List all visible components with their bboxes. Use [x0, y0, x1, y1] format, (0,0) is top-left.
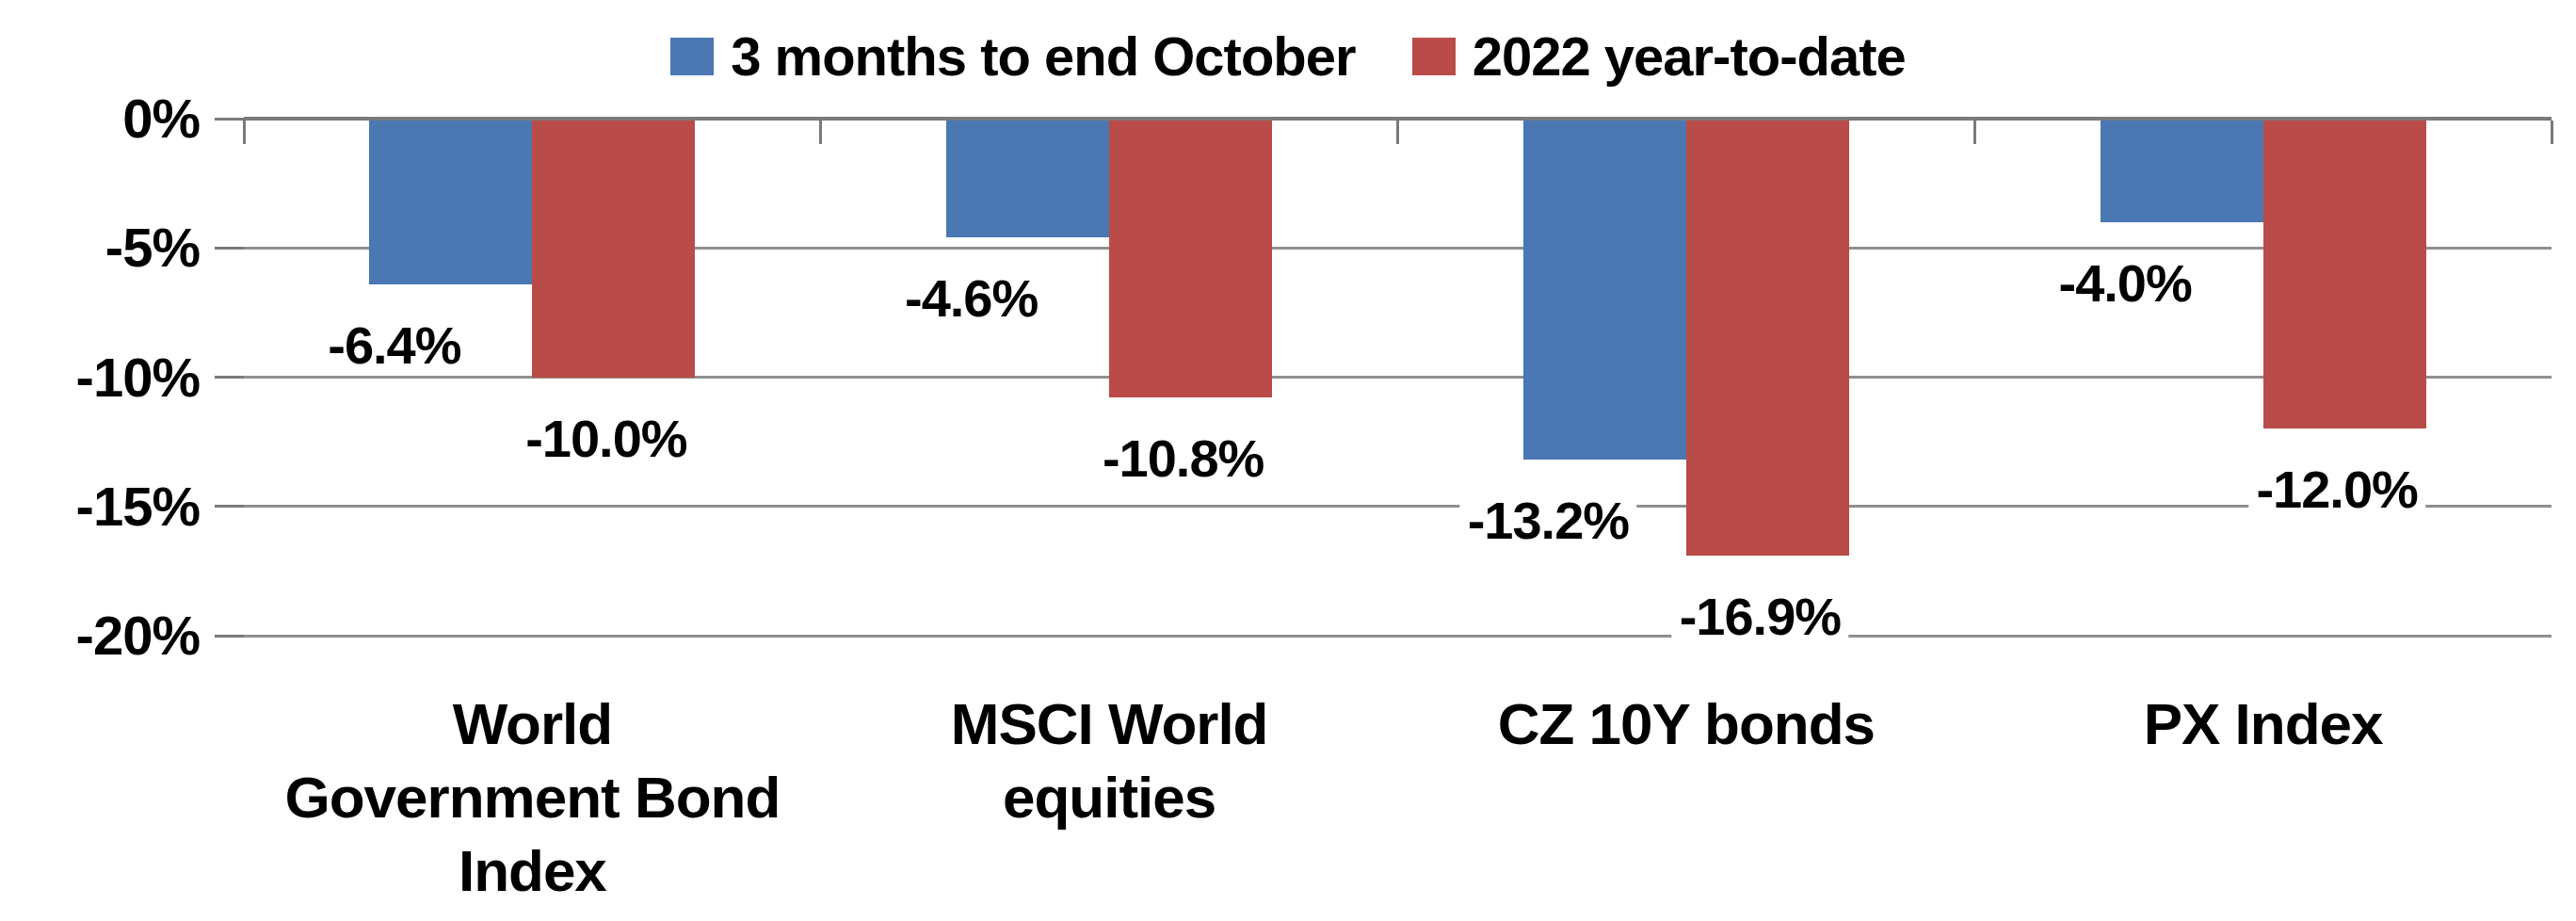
category-axis-tick: [819, 121, 822, 144]
y-axis-tick-label: -10%: [0, 342, 200, 413]
legend-item-1: 2022 year-to-date: [1412, 26, 1906, 87]
data-label: -10.8%: [1095, 428, 1271, 489]
data-label: -12.0%: [2248, 460, 2424, 520]
data-label: -4.0%: [2051, 253, 2198, 314]
bar-blue-3: [2101, 119, 2263, 222]
bar-red-1: [1109, 119, 1272, 397]
category-label: PX Index: [2144, 687, 2383, 761]
bar-red-3: [2263, 119, 2426, 428]
y-axis-tick-label: 0%: [0, 83, 200, 154]
category-axis-tick: [243, 121, 246, 144]
bar-red-2: [1686, 119, 1849, 556]
y-axis-tick: [215, 505, 244, 508]
category-axis-tick: [2551, 121, 2553, 144]
legend-swatch-icon: [1412, 38, 1456, 75]
data-label: -6.4%: [320, 315, 468, 376]
bar-blue-0: [369, 119, 532, 284]
y-axis-tick-label: -15%: [0, 471, 200, 542]
y-axis-tick-label: -5%: [0, 212, 200, 283]
category-label: World Government Bond Index: [284, 687, 780, 908]
data-label: -10.0%: [518, 409, 694, 469]
bar-chart: 3 months to end October 2022 year-to-date…: [0, 0, 2576, 921]
category-axis-tick: [1973, 121, 1976, 144]
bar-red-0: [532, 119, 695, 378]
data-label: -4.6%: [897, 268, 1045, 329]
category-label: CZ 10Y bonds: [1498, 687, 1875, 761]
legend-swatch-icon: [670, 38, 714, 75]
gridline: [244, 505, 2552, 508]
y-axis-tick: [215, 247, 244, 250]
y-axis-tick: [215, 376, 244, 379]
data-label: -13.2%: [1460, 491, 1636, 551]
legend-label: 3 months to end October: [731, 26, 1355, 87]
y-axis-tick: [215, 635, 244, 638]
chart-legend: 3 months to end October 2022 year-to-date: [0, 26, 2576, 87]
gridline: [244, 635, 2552, 638]
y-axis-tick: [215, 118, 244, 121]
bar-blue-2: [1523, 119, 1686, 460]
legend-label: 2022 year-to-date: [1473, 26, 1906, 87]
data-label: -16.9%: [1672, 587, 1848, 647]
y-axis-tick-label: -20%: [0, 600, 200, 671]
bar-blue-1: [946, 119, 1109, 237]
category-label: MSCI World equities: [951, 687, 1268, 834]
legend-item-0: 3 months to end October: [670, 26, 1355, 87]
category-axis-tick: [1396, 121, 1399, 144]
